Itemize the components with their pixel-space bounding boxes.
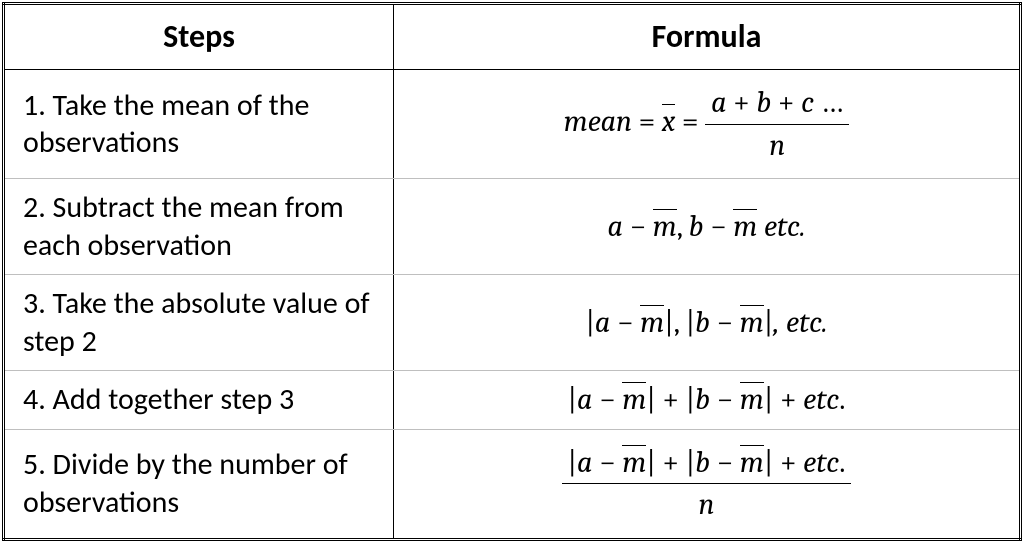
formula-cell: |a − m|, |b − m|, etc. (394, 275, 1021, 371)
table-row: 3. Take the absolute value of step 2|a −… (4, 275, 1021, 371)
table-header-row: Steps Formula (4, 4, 1021, 70)
step-cell: 2. Subtract the mean from each observati… (4, 179, 394, 275)
step-cell: 5. Divide by the number of observations (4, 429, 394, 539)
table-row: 1. Take the mean of the observationsmean… (4, 70, 1021, 179)
header-formula: Formula (394, 4, 1021, 70)
table-row: 2. Subtract the mean from each observati… (4, 179, 1021, 275)
formula-cell: mean = x = a + b + c …n (394, 70, 1021, 179)
step-cell: 3. Take the absolute value of step 2 (4, 275, 394, 371)
table-row: 5. Divide by the number of observations|… (4, 429, 1021, 539)
formula-cell: a − m, b − m etc. (394, 179, 1021, 275)
header-steps: Steps (4, 4, 394, 70)
table-body: 1. Take the mean of the observationsmean… (4, 70, 1021, 540)
step-cell: 4. Add together step 3 (4, 371, 394, 430)
steps-formula-table: Steps Formula 1. Take the mean of the ob… (2, 2, 1022, 541)
table-row: 4. Add together step 3|a − m| + |b − m| … (4, 371, 1021, 430)
formula-cell: |a − m| + |b − m| + etc. (394, 371, 1021, 430)
step-cell: 1. Take the mean of the observations (4, 70, 394, 179)
formula-cell: |a − m| + |b − m| + etc.n (394, 429, 1021, 539)
